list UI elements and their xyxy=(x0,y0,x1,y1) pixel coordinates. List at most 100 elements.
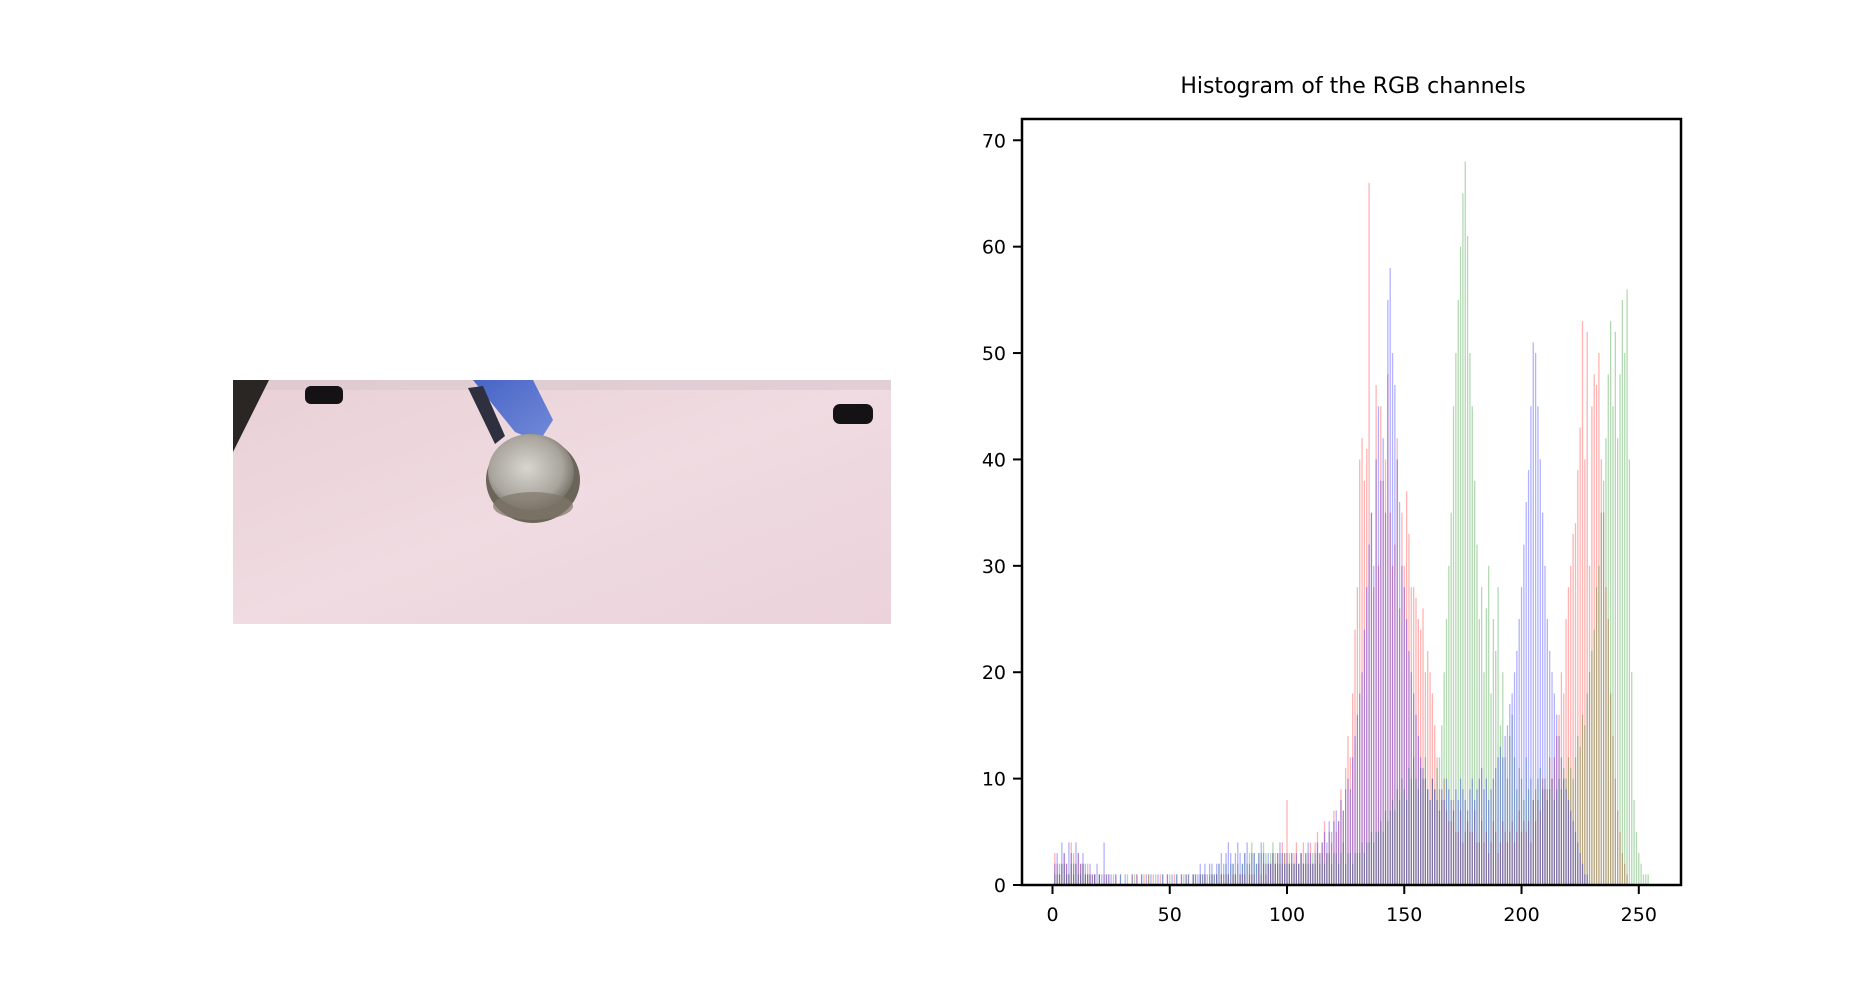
histogram-bar xyxy=(1262,853,1265,885)
histogram-bar xyxy=(1180,874,1183,885)
histogram-bar xyxy=(1469,789,1471,885)
histogram-bar xyxy=(1495,831,1497,885)
histogram-bar xyxy=(1483,672,1485,885)
histogram-bar xyxy=(1087,874,1089,885)
histogram-bar xyxy=(1302,863,1305,885)
histogram-bar xyxy=(1387,374,1389,885)
histogram-bar xyxy=(1624,863,1626,885)
histogram-bar xyxy=(1509,704,1511,885)
histogram-bar xyxy=(1389,810,1391,885)
histogram-bar xyxy=(1488,565,1490,885)
histogram-bar xyxy=(1523,544,1525,885)
y-tick-label: 40 xyxy=(982,449,1006,471)
histogram-bar xyxy=(1063,853,1065,885)
histogram-bar xyxy=(1344,767,1347,885)
histogram-bar xyxy=(1152,874,1154,885)
histogram-bar xyxy=(1272,853,1274,885)
histogram-bar xyxy=(1511,693,1513,885)
histogram-bar xyxy=(1276,863,1279,885)
chart-title: Histogram of the RGB channels xyxy=(1180,74,1525,99)
histogram-bar xyxy=(1457,299,1459,885)
histogram-bar xyxy=(1323,821,1326,885)
histogram-bar xyxy=(1281,863,1283,885)
histogram-bar xyxy=(1326,853,1328,885)
histogram-bar xyxy=(1537,799,1539,885)
histogram-bar xyxy=(1534,821,1537,885)
histogram-bar xyxy=(1450,799,1452,885)
histogram-bar xyxy=(1075,842,1077,885)
histogram-bar xyxy=(1211,874,1213,885)
histogram-bar xyxy=(1295,853,1298,885)
y-tick-label: 70 xyxy=(982,130,1006,152)
histogram-bar xyxy=(1319,853,1321,885)
histogram-bar xyxy=(1391,565,1394,885)
histogram-bar xyxy=(1354,629,1356,885)
histogram-bar xyxy=(1452,406,1455,885)
histogram-bars xyxy=(1054,161,1649,886)
histogram-bar xyxy=(1373,842,1375,885)
histogram-bar xyxy=(1155,874,1157,885)
histogram-bar xyxy=(1626,874,1628,885)
histogram-bar xyxy=(1544,565,1546,885)
histogram-bar xyxy=(1436,757,1438,885)
histogram-bar xyxy=(1262,842,1265,885)
histogram-bar xyxy=(1394,384,1396,885)
plot-frame xyxy=(1020,117,1683,887)
histogram-bar xyxy=(1478,619,1480,885)
histogram-bar xyxy=(1239,874,1241,885)
histogram-bar xyxy=(1230,863,1232,885)
histogram-bar xyxy=(1429,672,1431,885)
histogram-bar xyxy=(1560,672,1563,885)
histogram-bar xyxy=(1570,810,1572,885)
histogram-bar xyxy=(1349,853,1351,885)
histogram-bar xyxy=(1504,736,1506,885)
histogram-bar xyxy=(1408,767,1410,885)
histogram-bar xyxy=(1187,874,1190,885)
histogram-bar xyxy=(1481,821,1483,885)
histogram-bar xyxy=(1232,863,1234,885)
histogram-bar xyxy=(1539,767,1541,885)
histogram-bar xyxy=(1588,672,1591,885)
histogram-bar xyxy=(1546,799,1548,885)
histogram-bar xyxy=(1422,778,1424,885)
histogram-bar xyxy=(1473,810,1476,885)
histogram-bar xyxy=(1485,608,1487,885)
histogram-bar xyxy=(1581,321,1584,885)
histogram-bar xyxy=(1520,778,1523,885)
histogram-bar xyxy=(1087,863,1089,885)
histogram-bar xyxy=(1333,853,1335,885)
histogram-bar xyxy=(1098,874,1101,885)
histogram-bar xyxy=(1314,842,1316,885)
histogram-bar xyxy=(1459,778,1462,885)
histogram-bar xyxy=(1497,587,1499,885)
histogram-bar xyxy=(1298,863,1300,885)
histogram-bar xyxy=(1445,778,1448,885)
histogram-bar xyxy=(1539,810,1541,885)
histogram-bar xyxy=(1640,863,1642,885)
histogram-bar xyxy=(1445,619,1448,885)
histogram-bar xyxy=(1192,874,1194,885)
histogram-bar xyxy=(1068,842,1070,885)
histogram-bar xyxy=(1544,778,1546,885)
histogram-bar xyxy=(1316,831,1319,885)
histogram-bar xyxy=(1420,757,1422,885)
histogram-bar xyxy=(1131,874,1133,885)
histogram-bar xyxy=(1565,789,1567,885)
y-axis: 0 10 20 30 40 50 60 70 xyxy=(982,130,1022,897)
histogram-bar xyxy=(1619,374,1621,885)
histogram-bar xyxy=(1094,874,1096,885)
histogram-bar xyxy=(1220,853,1222,885)
histogram-bar xyxy=(1361,842,1363,885)
histogram-bar xyxy=(1352,757,1354,885)
histogram-bar xyxy=(1441,789,1443,885)
histogram-bar xyxy=(1464,799,1466,885)
histogram-bar xyxy=(1253,874,1255,885)
histogram-bar xyxy=(1502,757,1504,885)
x-tick-label: 200 xyxy=(1503,904,1539,926)
y-tick-label: 0 xyxy=(994,875,1006,897)
histogram-bar xyxy=(1098,874,1101,885)
histogram-bar xyxy=(1527,789,1530,885)
histogram-bar xyxy=(1281,842,1283,885)
histogram-bar xyxy=(1197,874,1199,885)
histogram-bar xyxy=(1171,874,1173,885)
